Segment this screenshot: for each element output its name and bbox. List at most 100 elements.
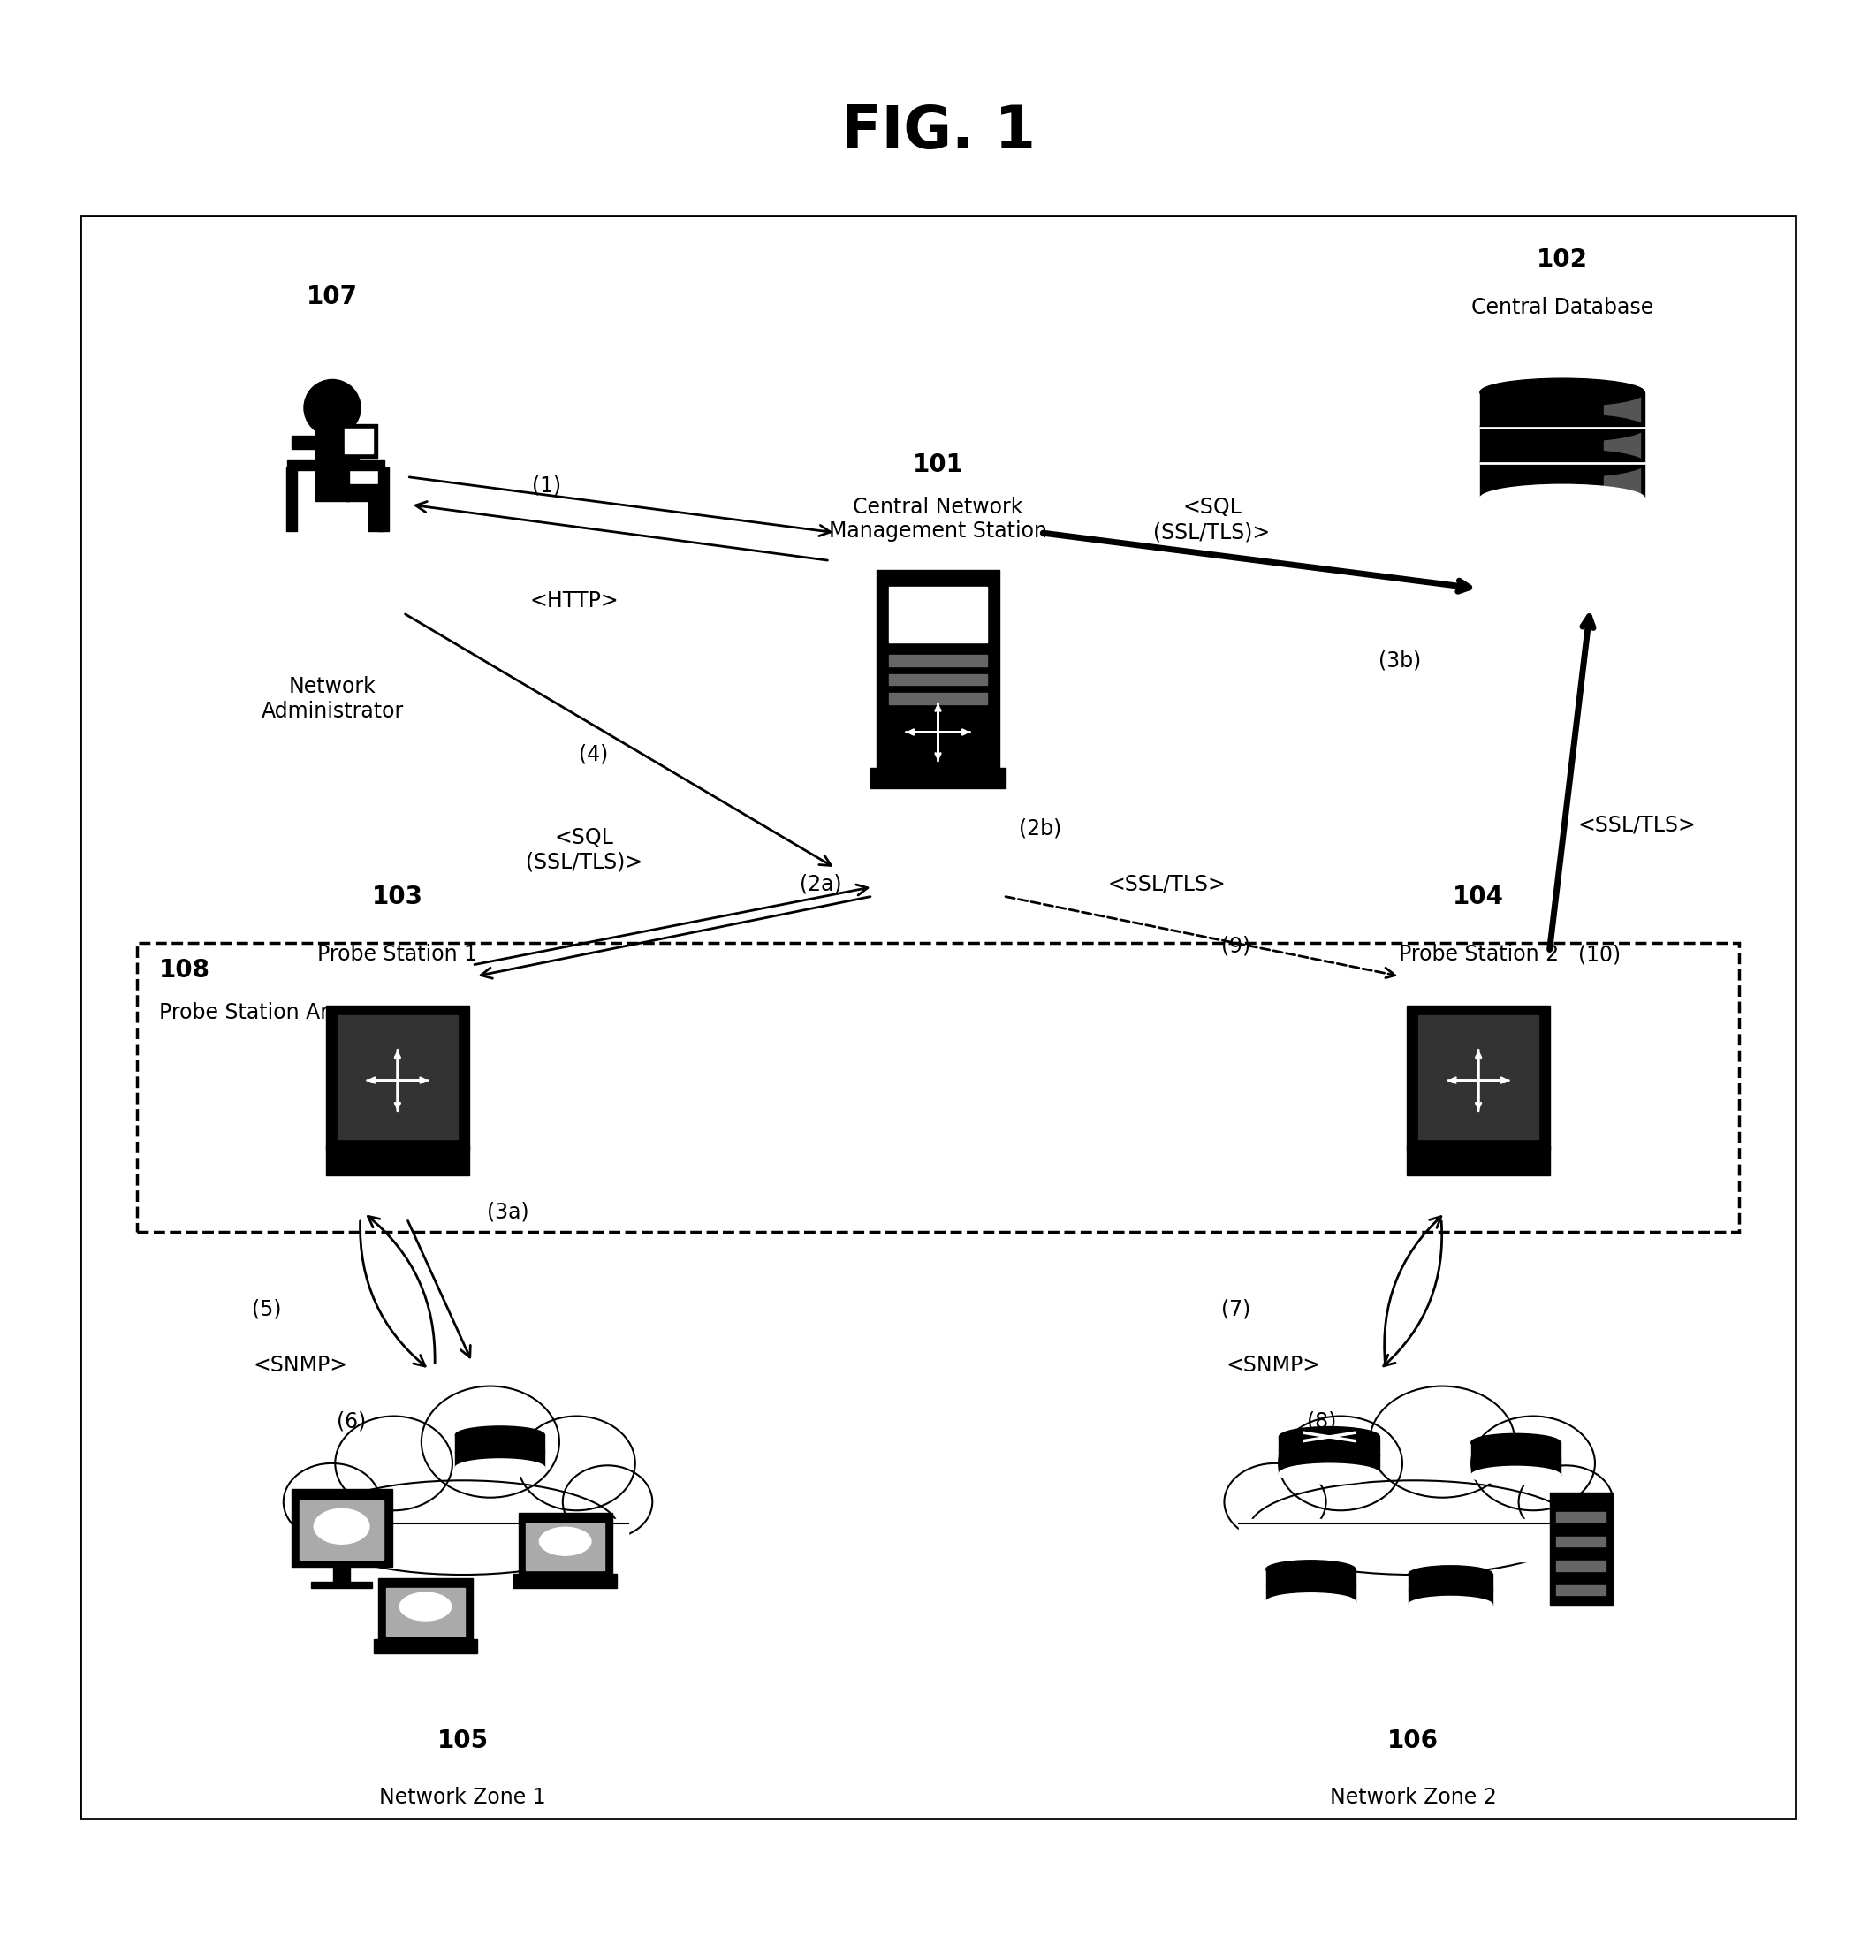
Text: (10): (10): [1578, 945, 1621, 966]
Text: (8): (8): [1308, 1411, 1338, 1431]
Bar: [345, 484, 379, 502]
Text: 104: 104: [1452, 884, 1505, 909]
Ellipse shape: [1266, 1560, 1356, 1578]
Ellipse shape: [1279, 1427, 1379, 1446]
Bar: [368, 500, 383, 531]
FancyArrowPatch shape: [409, 476, 831, 535]
Bar: [315, 466, 349, 502]
Text: Central Database: Central Database: [1471, 298, 1653, 318]
Text: (7): (7): [1221, 1299, 1251, 1319]
Ellipse shape: [1249, 1480, 1578, 1574]
Text: 107: 107: [306, 284, 358, 310]
Ellipse shape: [1480, 449, 1645, 476]
Bar: [1555, 1511, 1606, 1521]
Text: Probe Station 2: Probe Station 2: [1398, 945, 1559, 964]
Bar: [300, 1501, 385, 1560]
FancyArrowPatch shape: [405, 613, 831, 866]
Text: <SNMP>: <SNMP>: [1227, 1354, 1321, 1376]
FancyArrowPatch shape: [1384, 1221, 1443, 1366]
Bar: [291, 435, 317, 449]
Text: Network Zone 2: Network Zone 2: [1330, 1788, 1497, 1809]
Bar: [379, 1578, 473, 1641]
FancyArrowPatch shape: [480, 896, 870, 978]
Ellipse shape: [540, 1527, 591, 1556]
Bar: [343, 429, 373, 453]
FancyArrowPatch shape: [416, 502, 827, 561]
FancyArrowPatch shape: [360, 1221, 426, 1366]
Bar: [1238, 1519, 1587, 1562]
Ellipse shape: [1369, 1386, 1516, 1497]
Bar: [1407, 1005, 1550, 1149]
Bar: [1555, 1537, 1606, 1546]
FancyArrowPatch shape: [1006, 896, 1396, 978]
Text: Probe Station 1: Probe Station 1: [317, 945, 478, 964]
Bar: [514, 1574, 617, 1588]
Bar: [1266, 1570, 1356, 1601]
Ellipse shape: [1409, 1597, 1493, 1613]
Text: 108: 108: [159, 958, 210, 982]
Bar: [876, 570, 1000, 770]
Bar: [1604, 392, 1640, 498]
Ellipse shape: [1409, 1566, 1493, 1582]
Ellipse shape: [1520, 1466, 1613, 1539]
Bar: [137, 943, 1739, 1231]
Text: <SQL
(SSL/TLS)>: <SQL (SSL/TLS)>: [1154, 498, 1270, 543]
Bar: [386, 1588, 465, 1635]
Text: <HTTP>: <HTTP>: [531, 590, 619, 612]
Text: <SQL
(SSL/TLS)>: <SQL (SSL/TLS)>: [525, 827, 642, 872]
Bar: [889, 694, 987, 704]
Bar: [334, 1566, 351, 1584]
Ellipse shape: [456, 1458, 544, 1478]
FancyArrowPatch shape: [475, 884, 869, 964]
Bar: [456, 1435, 544, 1468]
Text: (2a): (2a): [799, 874, 842, 896]
Bar: [870, 768, 1006, 788]
Text: Network
Administrator: Network Administrator: [261, 676, 403, 721]
Text: Central Network
Management Station: Central Network Management Station: [829, 496, 1047, 543]
Text: (1): (1): [533, 474, 561, 496]
Bar: [296, 1519, 628, 1562]
Ellipse shape: [336, 1417, 452, 1511]
FancyArrowPatch shape: [407, 1221, 471, 1358]
Bar: [326, 1005, 469, 1149]
Text: (3b): (3b): [1379, 651, 1422, 672]
Bar: [287, 459, 385, 470]
Bar: [311, 1582, 371, 1588]
Text: (9): (9): [1221, 935, 1251, 956]
Text: <SNMP>: <SNMP>: [253, 1354, 347, 1376]
Text: FIG. 1: FIG. 1: [840, 102, 1036, 161]
Text: Network Zone 1: Network Zone 1: [379, 1788, 546, 1809]
Text: <SSL/TLS>: <SSL/TLS>: [1578, 813, 1696, 835]
Ellipse shape: [1480, 378, 1645, 406]
Ellipse shape: [308, 1480, 617, 1574]
Ellipse shape: [456, 1427, 544, 1445]
FancyArrowPatch shape: [368, 1217, 435, 1364]
Bar: [326, 1147, 469, 1176]
Bar: [81, 216, 1795, 1819]
Ellipse shape: [1266, 1593, 1356, 1611]
Text: 103: 103: [371, 884, 424, 909]
Bar: [379, 468, 388, 531]
Ellipse shape: [400, 1593, 452, 1621]
Bar: [1550, 1492, 1611, 1605]
Text: (6): (6): [336, 1411, 366, 1431]
Bar: [1418, 1015, 1538, 1139]
Ellipse shape: [422, 1386, 559, 1497]
Ellipse shape: [1225, 1464, 1326, 1541]
Bar: [1480, 392, 1645, 498]
Bar: [889, 655, 987, 666]
Bar: [889, 586, 987, 643]
Bar: [1471, 1443, 1561, 1476]
FancyArrowPatch shape: [1384, 1217, 1441, 1364]
Ellipse shape: [1279, 1464, 1379, 1484]
Ellipse shape: [563, 1466, 653, 1539]
Bar: [338, 1015, 458, 1139]
Bar: [340, 423, 377, 459]
Text: (2b): (2b): [1019, 817, 1062, 839]
Bar: [518, 1513, 612, 1576]
Bar: [373, 1639, 477, 1654]
Bar: [525, 1523, 604, 1570]
Text: (4): (4): [578, 743, 608, 764]
Text: <SSL/TLS>: <SSL/TLS>: [1109, 874, 1227, 896]
Bar: [285, 468, 296, 531]
